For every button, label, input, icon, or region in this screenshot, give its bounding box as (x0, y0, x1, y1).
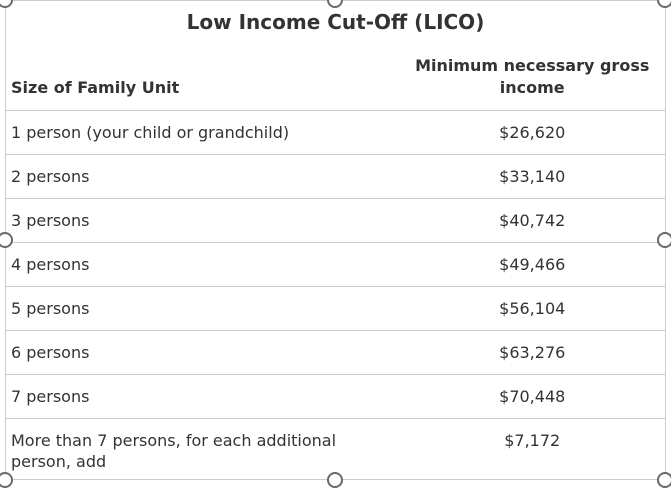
family-size-cell: 4 persons (6, 242, 400, 287)
family-size-cell: 6 persons (6, 330, 400, 375)
table-body: 1 person (your child or grandchild) $26,… (6, 110, 665, 479)
income-cell: $56,104 (399, 286, 665, 331)
income-cell: $26,620 (399, 110, 665, 155)
family-size-cell: 1 person (your child or grandchild) (6, 110, 400, 155)
table-header: Size of Family Unit Minimum necessary gr… (6, 41, 665, 111)
table-row: More than 7 persons, for each additional… (6, 418, 665, 479)
income-cell: $63,276 (399, 330, 665, 375)
income-cell: $49,466 (399, 242, 665, 287)
family-size-cell: 7 persons (6, 374, 400, 419)
resize-handle-middle-left[interactable] (0, 232, 13, 248)
lico-table: Size of Family Unit Minimum necessary gr… (6, 41, 665, 479)
column-header-income: Minimum necessary gross income (399, 41, 665, 111)
resize-handle-middle-right[interactable] (657, 232, 671, 248)
resize-handle-top-right[interactable] (657, 0, 671, 8)
table-row: 3 persons $40,742 (6, 198, 665, 243)
family-size-cell: 3 persons (6, 198, 400, 243)
resize-handle-bottom-right[interactable] (657, 472, 671, 488)
income-cell: $70,448 (399, 374, 665, 419)
income-cell: $33,140 (399, 154, 665, 199)
resize-handle-bottom-left[interactable] (0, 472, 13, 488)
table-row: 6 persons $63,276 (6, 330, 665, 375)
family-size-cell: 2 persons (6, 154, 400, 199)
resize-handle-bottom-center[interactable] (327, 472, 343, 488)
income-cell: $40,742 (399, 198, 665, 243)
table-row: 2 persons $33,140 (6, 154, 665, 199)
family-size-cell: 5 persons (6, 286, 400, 331)
table-title: Low Income Cut-Off (LICO) (186, 10, 485, 34)
header-row: Size of Family Unit Minimum necessary gr… (6, 41, 665, 111)
table-row: 7 persons $70,448 (6, 374, 665, 419)
column-header-family-size: Size of Family Unit (6, 41, 400, 111)
table-row: 5 persons $56,104 (6, 286, 665, 331)
table-row: 1 person (your child or grandchild) $26,… (6, 110, 665, 155)
lico-table-container[interactable]: Low Income Cut-Off (LICO) Size of Family… (5, 0, 666, 480)
family-size-cell: More than 7 persons, for each additional… (6, 418, 400, 479)
table-row: 4 persons $49,466 (6, 242, 665, 287)
income-cell: $7,172 (399, 418, 665, 479)
